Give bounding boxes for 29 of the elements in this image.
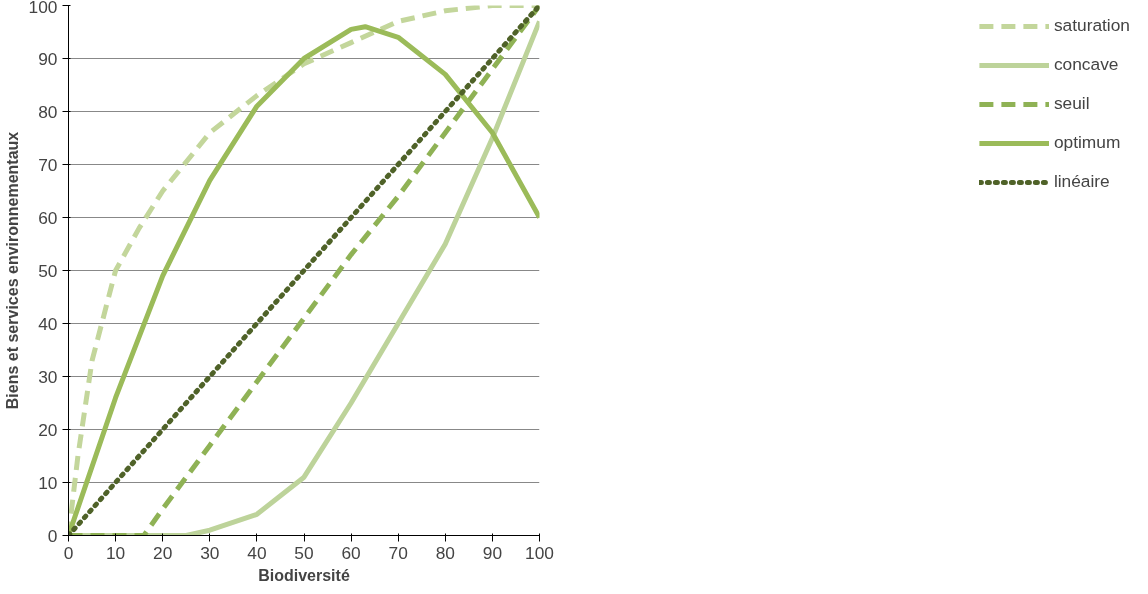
y-tick-label: 90 (38, 48, 58, 69)
x-tick-label: 40 (247, 542, 267, 563)
y-tick-label: 40 (38, 313, 58, 334)
legend-label: optimum (1053, 132, 1121, 153)
y-tick-label: 80 (38, 101, 58, 122)
x-tick-label: 0 (63, 542, 74, 563)
legend-label: concave (1053, 54, 1119, 75)
y-tick-label: 50 (38, 260, 58, 281)
y-tick-label: 20 (38, 419, 58, 440)
x-tick-label: 50 (294, 542, 314, 563)
x-axis-title: Biodiversité (258, 566, 350, 584)
x-tick-label: 100 (525, 542, 554, 563)
x-tick-label: 80 (435, 542, 455, 563)
x-tick-label: 60 (341, 542, 361, 563)
legend-label: saturation (1053, 15, 1130, 36)
x-tick-label: 70 (388, 542, 408, 563)
x-tick-label: 90 (482, 542, 503, 563)
legend-label: linéaire (1053, 171, 1110, 192)
y-axis-title: Biens et services environnementaux (3, 131, 21, 410)
y-tick-label: 60 (38, 207, 58, 228)
y-tick-label: 30 (38, 366, 58, 387)
legend-label: seuil (1053, 93, 1090, 114)
y-tick-label: 0 (47, 525, 58, 546)
x-tick-label: 30 (200, 542, 220, 563)
y-tick-label: 10 (38, 472, 58, 493)
y-tick-label: 100 (28, 0, 58, 17)
y-tick-label: 70 (38, 154, 58, 175)
x-tick-label: 20 (153, 542, 173, 563)
x-tick-label: 10 (105, 542, 126, 563)
